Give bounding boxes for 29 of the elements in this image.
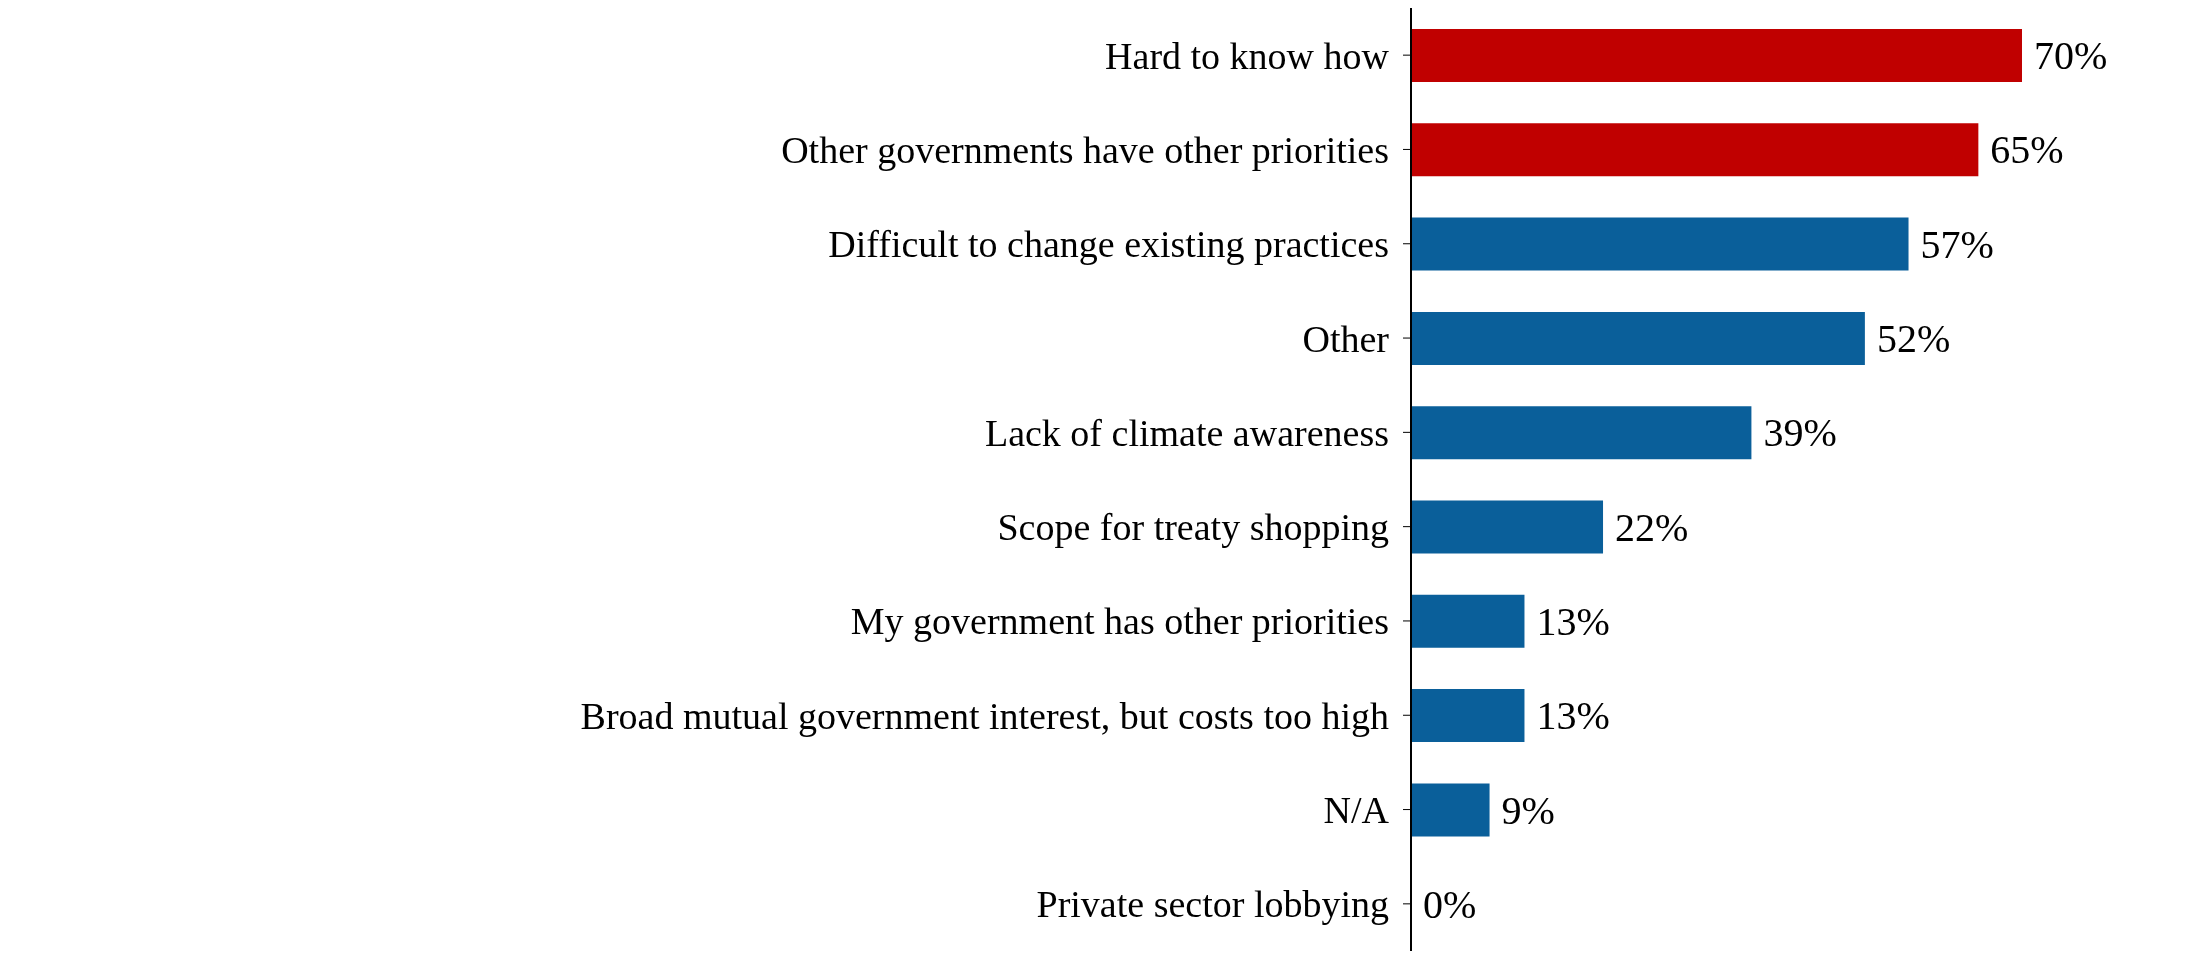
y-tick-label: Broad mutual government interest, but costs too high	[580, 694, 1389, 737]
data-label: 22%	[1615, 504, 1689, 550]
y-tick-label: Difficult to change existing practices	[828, 223, 1389, 266]
data-label: 13%	[1536, 598, 1610, 644]
data-label: 57%	[1920, 221, 1994, 267]
data-label: 65%	[1990, 127, 2064, 173]
bar	[1411, 217, 1909, 271]
y-tick-label: Hard to know how	[1105, 34, 1390, 77]
data-label: 9%	[1501, 787, 1555, 833]
y-tick-label: Private sector lobbying	[1036, 883, 1389, 926]
y-tick-label: My government has other priorities	[850, 600, 1389, 643]
data-label: 52%	[1876, 316, 1951, 362]
data-label: 70%	[2034, 33, 2108, 79]
data-label: 39%	[1763, 410, 1837, 456]
y-tick-label: Scope for treaty shopping	[997, 506, 1389, 549]
bar	[1411, 689, 1525, 743]
data-label: 13%	[1536, 693, 1610, 739]
bar	[1411, 783, 1490, 837]
data-label: 0%	[1423, 881, 1477, 927]
bar	[1411, 311, 1865, 365]
bar	[1411, 406, 1752, 460]
y-tick-label: N/A	[1323, 789, 1390, 832]
bar	[1411, 123, 1979, 177]
y-tick-label: Other	[1302, 317, 1390, 360]
bar	[1411, 29, 2022, 82]
bar	[1411, 594, 1525, 648]
y-tick-label: Lack of climate awareness	[984, 411, 1389, 454]
bar	[1411, 500, 1604, 554]
y-tick-label: Other governments have other priorities	[781, 128, 1389, 171]
